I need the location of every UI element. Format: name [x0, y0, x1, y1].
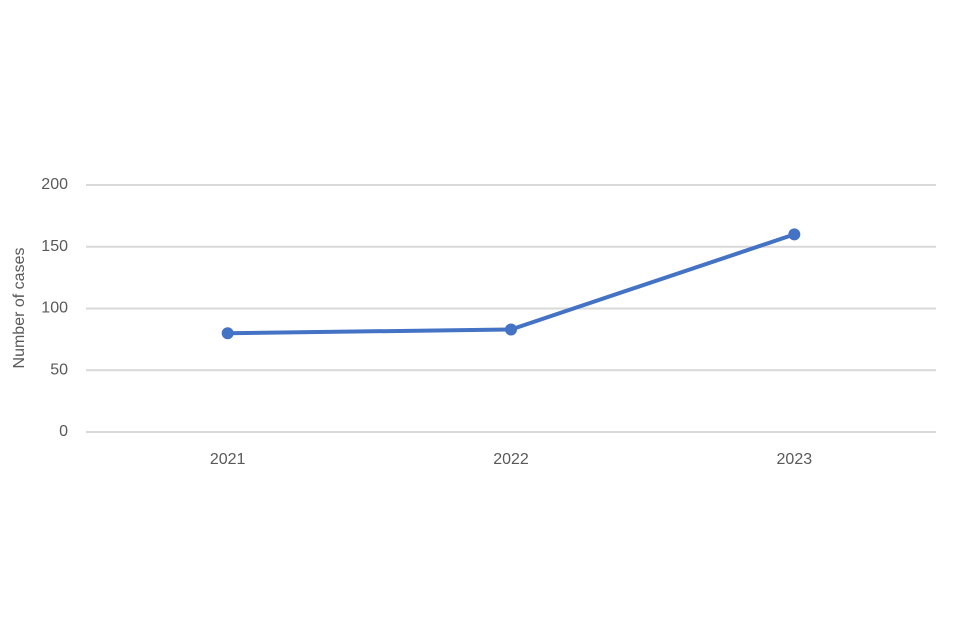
y-tick-label: 200: [41, 176, 68, 193]
y-tick-label: 100: [41, 300, 68, 317]
line: [227, 232, 795, 336]
x-tick-label: 2023: [777, 451, 813, 468]
y-tick-label: 150: [41, 238, 68, 255]
y-tick-label: 50: [50, 361, 68, 378]
point: [788, 228, 801, 241]
point: [505, 323, 517, 336]
x-tick-label: 2022: [493, 451, 529, 468]
y-tick-label: 0: [59, 423, 68, 440]
x-tick-label: 2021: [210, 451, 246, 468]
y-axis-label: Number of cases: [11, 248, 28, 369]
point: [221, 327, 234, 340]
